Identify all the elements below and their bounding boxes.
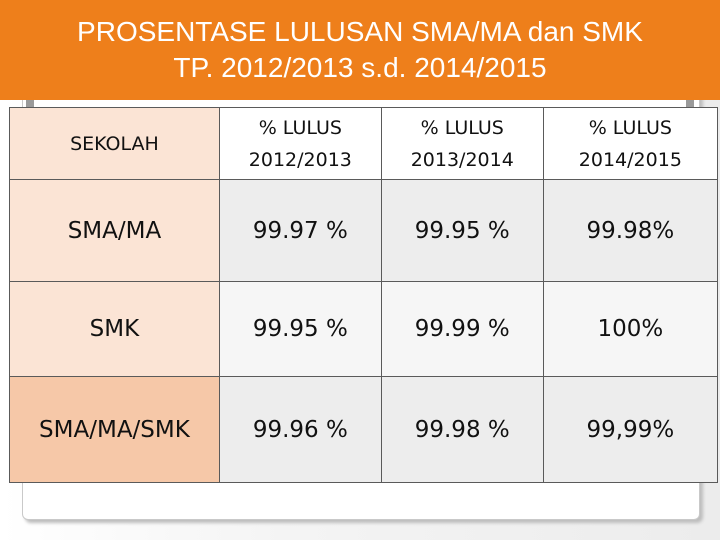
table-row: SMK 99.95 % 99.99 % 100% bbox=[9, 281, 719, 377]
header-year: 2012/2013 bbox=[248, 148, 352, 171]
table-row: SMA/MA/SMK 99.96 % 99.98 % 99,99% bbox=[9, 376, 719, 483]
cell-value: 99.99 % bbox=[380, 281, 544, 377]
header-label: % LULUS bbox=[258, 116, 342, 139]
table-row: SMA/MA 99.97 % 99.95 % 99.98% bbox=[9, 179, 719, 282]
frame-corner-right bbox=[686, 100, 694, 112]
header-year-2013-2014: % LULUS 2013/2014 bbox=[380, 107, 544, 180]
cell-value: 99.95 % bbox=[218, 281, 382, 377]
title-line-2: TP. 2012/2013 s.d. 2014/2015 bbox=[173, 52, 547, 83]
header-year-2012-2013: % LULUS 2012/2013 bbox=[218, 107, 382, 180]
header-sekolah: SEKOLAH bbox=[9, 107, 220, 180]
frame-corner-left bbox=[26, 100, 34, 112]
title-line-1: PROSENTASE LULUSAN SMA/MA dan SMK bbox=[77, 16, 643, 47]
row-label-smk: SMK bbox=[9, 281, 220, 377]
row-label-sma-ma-smk: SMA/MA/SMK bbox=[9, 376, 220, 483]
row-label-sma-ma: SMA/MA bbox=[9, 179, 220, 282]
header-year: 2014/2015 bbox=[578, 148, 682, 171]
graduation-table: SEKOLAH % LULUS 2012/2013 % LULUS 2013/2… bbox=[9, 107, 719, 483]
cell-value: 99.98 % bbox=[380, 376, 544, 483]
cell-value: 99,99% bbox=[542, 376, 719, 483]
cell-value: 99.95 % bbox=[380, 179, 544, 282]
cell-value: 100% bbox=[542, 281, 719, 377]
header-label: % LULUS bbox=[588, 116, 672, 139]
cell-value: 99.96 % bbox=[218, 376, 382, 483]
title-banner: PROSENTASE LULUSAN SMA/MA dan SMK TP. 20… bbox=[0, 0, 720, 100]
header-year: 2013/2014 bbox=[410, 148, 514, 171]
cell-value: 99.98% bbox=[542, 179, 719, 282]
table-header-row: SEKOLAH % LULUS 2012/2013 % LULUS 2013/2… bbox=[9, 107, 719, 180]
header-year-2014-2015: % LULUS 2014/2015 bbox=[542, 107, 719, 180]
cell-value: 99.97 % bbox=[218, 179, 382, 282]
header-label: % LULUS bbox=[420, 116, 504, 139]
